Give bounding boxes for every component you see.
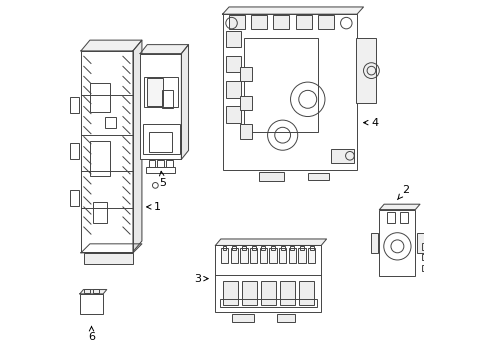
Bar (298, 281, 314, 305)
Bar (90, 83, 110, 112)
Bar (379, 210, 416, 276)
Text: 4: 4 (364, 118, 378, 128)
Bar (240, 96, 252, 110)
Bar (308, 248, 316, 263)
Bar (222, 246, 226, 251)
Bar (240, 248, 247, 263)
Bar (148, 160, 155, 167)
Bar (289, 248, 296, 263)
Polygon shape (80, 289, 107, 294)
Bar (226, 81, 241, 98)
Bar (80, 294, 103, 314)
Bar (421, 254, 431, 260)
Bar (70, 143, 79, 159)
Bar (261, 281, 276, 305)
Bar (226, 31, 241, 47)
Bar (140, 54, 181, 159)
Bar (162, 90, 172, 108)
Bar (84, 289, 90, 293)
Polygon shape (81, 244, 142, 253)
Bar (261, 246, 265, 251)
Bar (277, 314, 295, 322)
Bar (232, 246, 236, 251)
Polygon shape (222, 7, 364, 14)
Bar (308, 173, 329, 180)
Text: 5: 5 (159, 171, 166, 188)
Bar (231, 248, 238, 263)
Bar (310, 246, 314, 251)
Bar (147, 167, 175, 174)
Bar (144, 77, 178, 107)
Polygon shape (81, 40, 142, 51)
Bar (242, 246, 246, 251)
Bar (81, 51, 133, 252)
Bar (222, 281, 238, 305)
Bar (421, 243, 431, 249)
Bar (70, 190, 79, 206)
Bar (260, 248, 267, 263)
Bar (90, 140, 110, 176)
Bar (331, 149, 354, 163)
Bar (240, 125, 252, 139)
Bar (421, 265, 431, 271)
Bar (105, 117, 116, 128)
Text: 2: 2 (397, 185, 409, 199)
Bar (281, 246, 285, 251)
Bar (252, 246, 256, 251)
Bar (167, 160, 173, 167)
Bar (70, 96, 79, 113)
Bar (371, 233, 378, 253)
Bar (298, 248, 306, 263)
Bar (291, 246, 294, 251)
Bar (251, 15, 267, 29)
Bar (387, 212, 395, 223)
Bar (147, 78, 164, 107)
Bar (226, 107, 241, 123)
Bar (318, 15, 334, 29)
Bar (157, 160, 164, 167)
Bar (232, 314, 254, 322)
Bar (93, 289, 99, 293)
Bar (270, 248, 276, 263)
Bar (417, 233, 424, 253)
Bar (250, 248, 257, 263)
Bar (300, 246, 304, 251)
Bar (220, 299, 317, 307)
Polygon shape (181, 45, 189, 159)
Bar (295, 15, 312, 29)
Bar (400, 212, 408, 223)
Bar (244, 38, 318, 132)
Bar (93, 202, 107, 223)
Polygon shape (140, 45, 189, 54)
Bar (279, 248, 286, 263)
Bar (222, 14, 357, 170)
Bar (226, 56, 241, 72)
Bar (221, 248, 228, 263)
Bar (356, 39, 376, 103)
Bar (143, 124, 180, 154)
Bar (259, 172, 285, 181)
Bar (279, 281, 295, 305)
Polygon shape (379, 204, 420, 210)
Polygon shape (216, 239, 326, 246)
Bar (216, 246, 321, 312)
Bar (240, 67, 252, 81)
Bar (242, 281, 257, 305)
Text: 6: 6 (88, 326, 95, 342)
Text: 3: 3 (194, 274, 208, 284)
Bar (84, 253, 133, 264)
Polygon shape (133, 40, 142, 252)
Text: 1: 1 (147, 202, 161, 212)
Bar (149, 132, 172, 152)
Bar (273, 15, 290, 29)
Bar (271, 246, 275, 251)
Bar (229, 15, 245, 29)
